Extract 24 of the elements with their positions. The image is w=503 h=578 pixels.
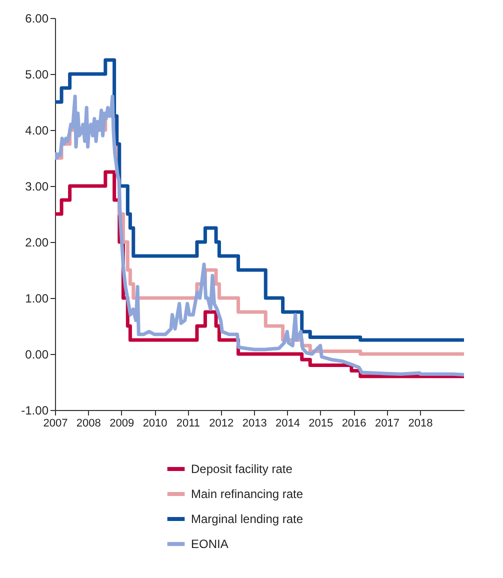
y-tick-label: 1.00 — [25, 292, 49, 306]
x-tick-label: 2015 — [308, 418, 334, 430]
legend-label: EONIA — [191, 537, 228, 551]
x-tick-label: 2018 — [408, 418, 433, 430]
y-tick-label: 4.00 — [25, 124, 49, 138]
x-tick-label: 2009 — [110, 418, 134, 430]
y-tick-label: 3.00 — [25, 180, 49, 194]
legend-label: Deposit facility rate — [191, 462, 293, 476]
x-tick-label: 2017 — [375, 418, 400, 430]
y-tick-label: 5.00 — [25, 68, 49, 82]
x-tick-label: 2014 — [276, 418, 300, 430]
x-tick-label: 2012 — [209, 418, 234, 430]
x-tick-label: 2011 — [176, 418, 200, 430]
x-tick-label: 2008 — [76, 418, 101, 430]
y-tick-label: 2.00 — [25, 236, 49, 250]
legend-label: Main refinancing rate — [191, 487, 304, 501]
y-tick-label: -1.00 — [21, 404, 49, 418]
y-tick-label: 0.00 — [25, 348, 49, 362]
x-tick-label: 2016 — [342, 418, 366, 430]
x-tick-label: 2010 — [142, 418, 168, 430]
y-tick-label: 6.00 — [25, 12, 49, 26]
x-tick-label: 2007 — [43, 418, 68, 430]
legend-label: Marginal lending rate — [191, 512, 304, 526]
x-tick-label: 2013 — [242, 418, 267, 430]
